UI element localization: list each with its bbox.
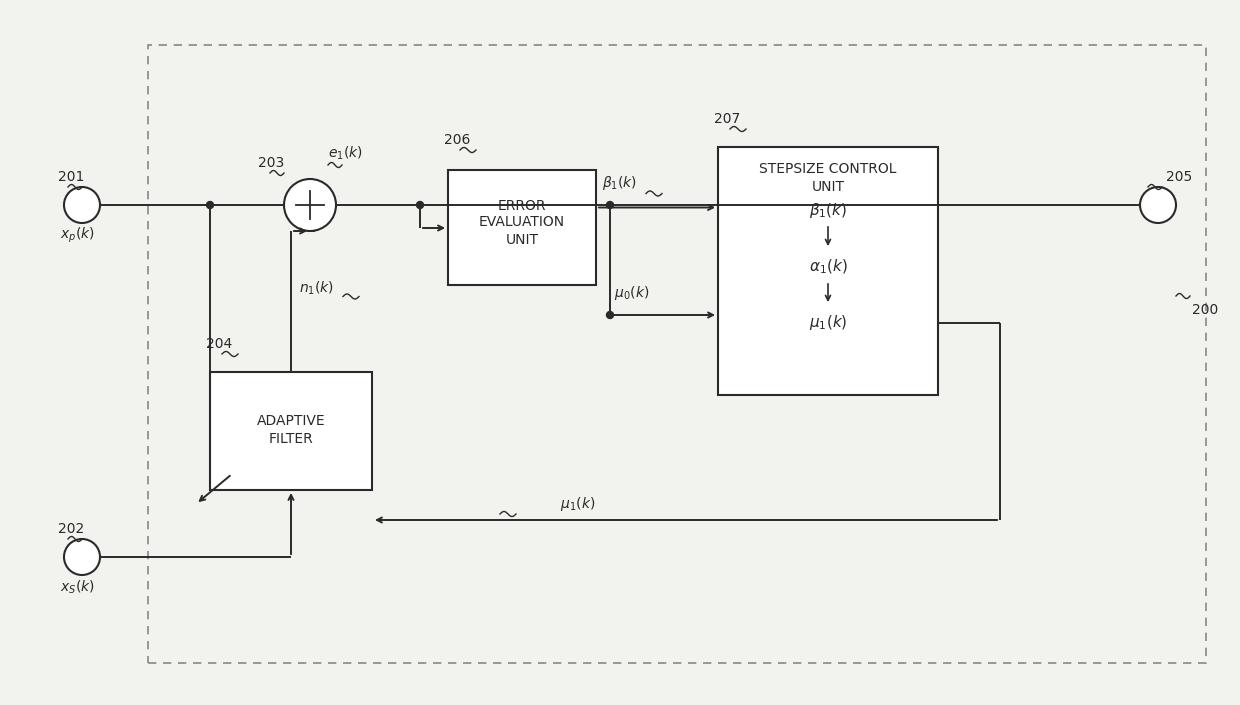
Text: 205: 205	[1166, 170, 1192, 184]
Text: $\alpha_1(k)$: $\alpha_1(k)$	[808, 258, 847, 276]
Text: $\beta_1(k)$: $\beta_1(k)$	[808, 200, 847, 219]
Text: $x_S(k)$: $x_S(k)$	[60, 578, 94, 596]
Text: EVALUATION: EVALUATION	[479, 216, 565, 230]
Text: 204: 204	[206, 337, 232, 351]
Text: 202: 202	[58, 522, 84, 536]
Text: $\mu_0(k)$: $\mu_0(k)$	[614, 284, 650, 302]
Text: 206: 206	[444, 133, 470, 147]
Bar	[148, 45, 1207, 663]
Text: $\mu_1(k)$: $\mu_1(k)$	[808, 314, 847, 333]
Text: $n_1(k)$: $n_1(k)$	[299, 280, 334, 298]
Bar	[448, 170, 596, 285]
Text: ADAPTIVE: ADAPTIVE	[257, 414, 325, 428]
Text: STEPSIZE CONTROL: STEPSIZE CONTROL	[759, 162, 897, 176]
Text: $x_p(k)$: $x_p(k)$	[60, 226, 94, 245]
Circle shape	[207, 202, 213, 209]
Bar	[718, 147, 937, 395]
Text: 207: 207	[714, 112, 740, 126]
Text: 203: 203	[258, 156, 284, 170]
Text: $e_1(k)$: $e_1(k)$	[329, 145, 363, 161]
Circle shape	[606, 202, 614, 209]
Circle shape	[1140, 187, 1176, 223]
Circle shape	[284, 179, 336, 231]
Text: 201: 201	[58, 170, 84, 184]
Text: UNIT: UNIT	[811, 180, 844, 194]
Bar	[210, 372, 372, 490]
Circle shape	[417, 202, 424, 209]
Circle shape	[64, 539, 100, 575]
Text: UNIT: UNIT	[506, 233, 538, 247]
Text: −: −	[308, 227, 316, 237]
Circle shape	[606, 312, 614, 319]
Text: FILTER: FILTER	[269, 432, 314, 446]
Text: ERROR: ERROR	[497, 199, 547, 212]
Circle shape	[64, 187, 100, 223]
Text: 200: 200	[1192, 303, 1218, 317]
Text: $\beta_1(k)$: $\beta_1(k)$	[601, 175, 637, 192]
Text: $\mu_1(k)$: $\mu_1(k)$	[560, 495, 595, 513]
